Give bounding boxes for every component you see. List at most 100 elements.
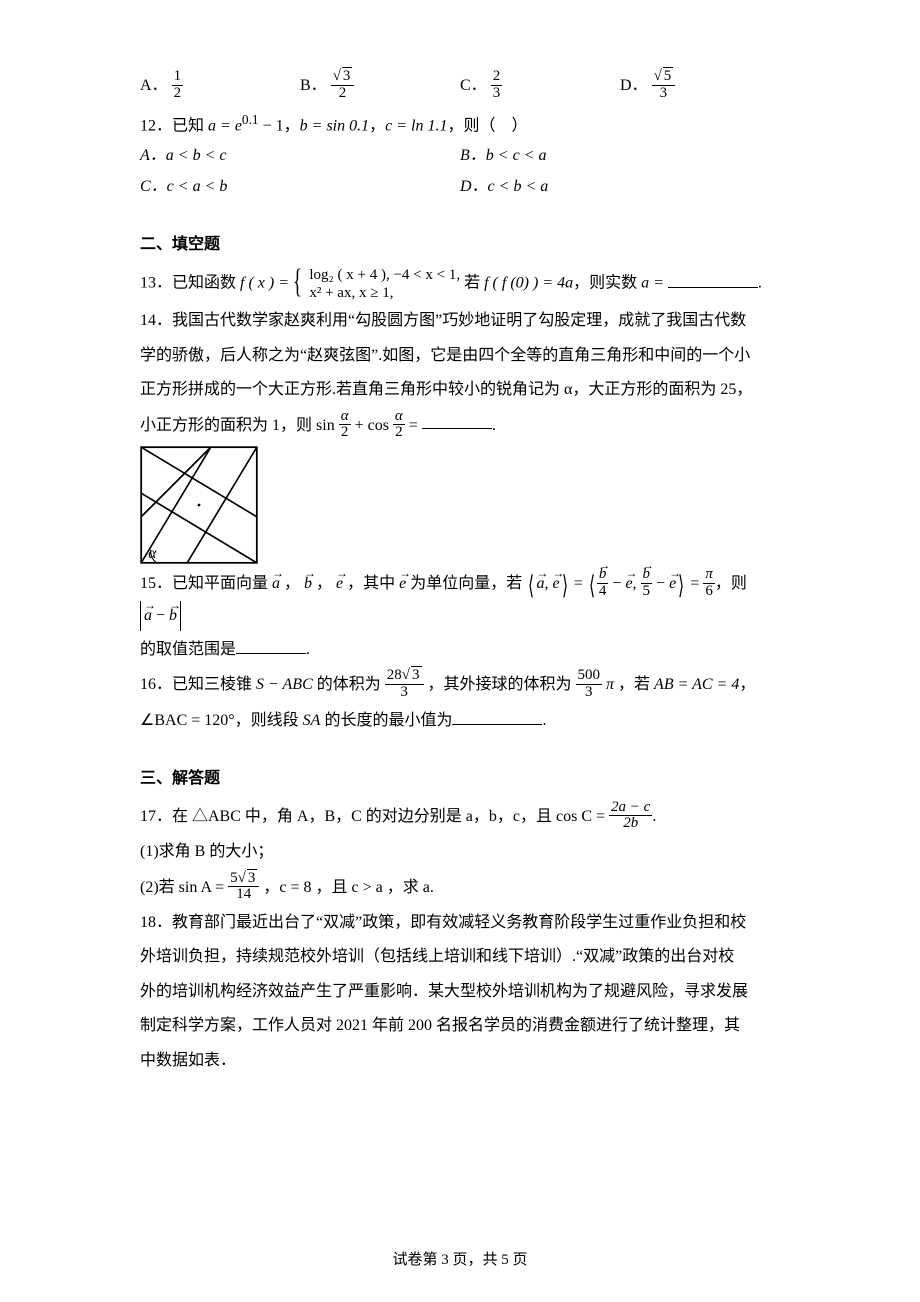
q11-options: A． 12 B． √32 C． 23 D． √53 xyxy=(140,70,780,103)
vec-e: e xyxy=(552,569,559,599)
opt-label: A． xyxy=(140,77,168,94)
text: AB = AC = 4 xyxy=(654,676,739,693)
den: 2 xyxy=(339,425,351,441)
angle-r-icon: ⟩ xyxy=(678,573,684,599)
text: ，若 xyxy=(614,676,654,693)
vec-b: b xyxy=(304,569,312,599)
q12-opt-a: A．a < b < c xyxy=(140,141,460,171)
text: f ( x ) = xyxy=(240,275,293,292)
text: + xyxy=(351,416,368,433)
text: 的取值范围是 xyxy=(140,641,236,658)
den: 5 xyxy=(641,584,653,600)
text: cos xyxy=(368,416,389,433)
num: b xyxy=(641,567,653,584)
q11-opt-c: C． 23 xyxy=(460,70,620,103)
opt-label: B． xyxy=(300,77,327,94)
num: 2a − c xyxy=(609,800,652,817)
angle-l-icon: ⟨ xyxy=(589,573,595,599)
text: 的长度的最小值为 xyxy=(320,712,452,729)
q11-opt-b: B． √32 xyxy=(300,70,460,103)
q14-line3: 正方形拼成的一个大正方形.若直角三角形中较小的锐角记为 α，大正方形的面积为 2… xyxy=(140,375,780,405)
q12-opt-c: C．c < a < b xyxy=(140,172,460,202)
q16-line1: 16．已知三棱锥 S − ABC 的体积为 28√33 ，其外接球的体积为 50… xyxy=(140,669,780,702)
q18-line4: 制定科学方案，工作人员对 2021 年前 200 名报名学员的消费金额进行了统计… xyxy=(140,1011,780,1041)
num: 28√3 xyxy=(385,668,424,685)
q17-part1: (1)求角 B 的大小； xyxy=(140,837,780,867)
vec-e: e xyxy=(399,569,406,599)
text: SA xyxy=(303,712,321,729)
q11-opt-a: A． 12 xyxy=(140,70,300,103)
q14-line4: 小正方形的面积为 1，则 sin α2 + cos α2 = . xyxy=(140,410,780,443)
q18-line5: 中数据如表． xyxy=(140,1046,780,1076)
den: 3 xyxy=(652,86,676,102)
fill-blank xyxy=(452,708,542,725)
num: 500 xyxy=(576,668,603,685)
text: 若 xyxy=(460,275,484,292)
text: − 1 xyxy=(259,117,284,134)
num: α xyxy=(393,409,405,426)
vec-a: a xyxy=(272,569,280,599)
text: 17．在 △ABC 中，角 A，B，C 的对边分别是 a，b，c，且 xyxy=(140,808,556,825)
text: = xyxy=(686,575,703,592)
num: 5√3 xyxy=(228,871,259,888)
den: 3 xyxy=(385,685,424,701)
text: a = xyxy=(641,275,668,292)
den: 14 xyxy=(228,887,259,903)
q12-options-row1: A．a < b < c B．b < c < a xyxy=(140,141,780,171)
exp: 0.1 xyxy=(242,112,259,127)
den: 2 xyxy=(393,425,405,441)
vec-e: e xyxy=(669,569,676,599)
vec-a: a xyxy=(536,569,544,599)
num: π xyxy=(703,567,715,584)
q17-line1: 17．在 △ABC 中，角 A，B，C 的对边分别是 a，b，c，且 cos C… xyxy=(140,801,780,834)
angle-l-icon: ⟨ xyxy=(528,573,534,599)
piecewise: log₂ ( x + 4 ), −4 < x < 1, x² + ax, x ≥… xyxy=(309,266,460,302)
den: 4 xyxy=(597,584,609,600)
text: 小正方形的面积为 1，则 xyxy=(140,416,316,433)
text: sin A = xyxy=(179,878,228,895)
q12-options-row2: C．c < a < b D．c < b < a xyxy=(140,172,780,202)
page-footer: 试卷第 3 页，共 5 页 xyxy=(0,1246,920,1275)
fill-blank xyxy=(236,637,306,654)
den: 2 xyxy=(331,86,355,102)
text: 16．已知三棱锥 xyxy=(140,676,256,693)
q14-line2: 学的骄傲，后人称之为“赵爽弦图”.如图，它是由四个全等的直角三角形和中间的一个小 xyxy=(140,341,780,371)
fill-blank xyxy=(422,412,492,429)
text: ，则 xyxy=(715,575,747,592)
text: 12．已知 xyxy=(140,117,208,134)
vec-e: e xyxy=(336,569,343,599)
num: α xyxy=(339,409,351,426)
text: ， xyxy=(284,117,300,134)
num: 2 xyxy=(491,69,503,86)
q11-opt-d: D． √53 xyxy=(620,70,780,103)
opt-label: D． xyxy=(620,77,648,94)
text: ，则（ ） xyxy=(447,117,527,134)
text: 的体积为 xyxy=(313,676,385,693)
q14-line1: 14．我国古代数学家赵爽利用“勾股圆方图”巧妙地证明了勾股定理，成就了我国古代数 xyxy=(140,306,780,336)
brace-icon: { xyxy=(293,265,302,299)
text: ， xyxy=(369,117,385,134)
q12-opt-b: B．b < c < a xyxy=(460,141,780,171)
text: c = ln 1.1 xyxy=(385,117,447,134)
text: ， xyxy=(739,676,755,693)
num: b xyxy=(597,567,609,584)
text: − xyxy=(652,575,669,592)
text: ，则实数 xyxy=(573,275,641,292)
text: (2)若 xyxy=(140,878,179,895)
vec-e: e xyxy=(625,569,632,599)
text: ，c = 8 ，且 c > a ，求 a. xyxy=(259,878,433,895)
text: = xyxy=(405,416,422,433)
piece-1: log₂ ( x + 4 ), −4 < x < 1, xyxy=(309,266,460,284)
text: ，其外接球的体积为 xyxy=(424,676,576,693)
q12-opt-d: D．c < b < a xyxy=(460,172,780,202)
text: b = sin 0.1 xyxy=(300,117,369,134)
q15-line1: 15．已知平面向量 a ， b ， e ，其中 e 为单位向量，若 ⟨a, e⟩… xyxy=(140,568,780,631)
section-3-title: 三、解答题 xyxy=(140,764,780,794)
text: S − ABC xyxy=(256,676,313,693)
q12-stem: 12．已知 a = e0.1 − 1，b = sin 0.1，c = ln 1.… xyxy=(140,107,780,142)
fill-blank xyxy=(668,271,758,288)
text: − xyxy=(608,575,625,592)
text: = xyxy=(570,575,587,592)
num: 1 xyxy=(172,69,184,86)
text: a = e xyxy=(208,117,242,134)
